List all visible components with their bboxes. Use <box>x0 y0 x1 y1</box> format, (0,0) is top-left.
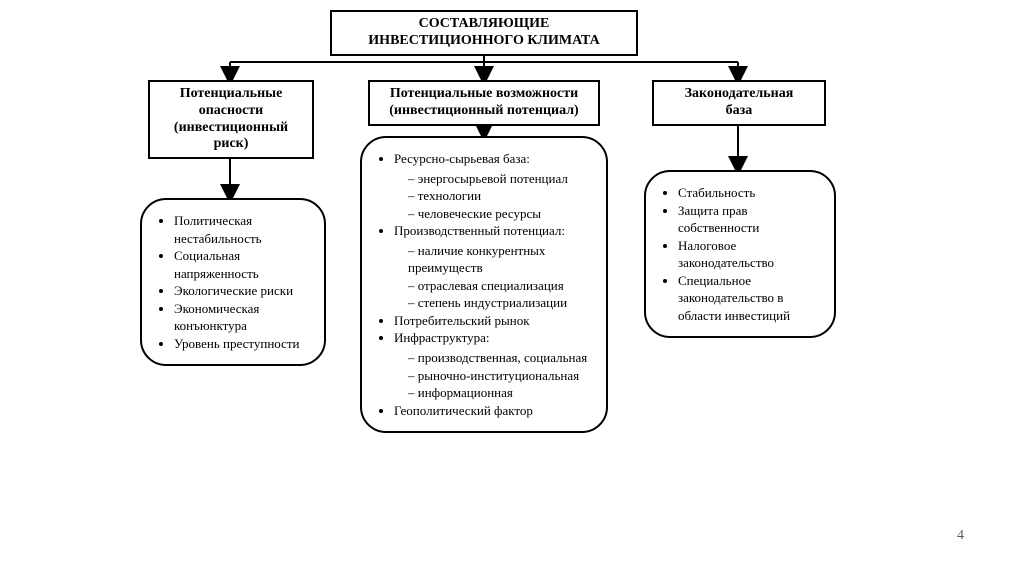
group-head: Инфраструктура: <box>394 330 490 345</box>
list-item: Защита прав собственности <box>678 202 818 237</box>
col3-t2: база <box>726 103 753 118</box>
list-subitem: технологии <box>408 187 590 205</box>
list-subitem: отраслевая специализация <box>408 277 590 295</box>
list-item: Экологические риски <box>174 282 308 300</box>
group-head: Ресурсно-сырьевая база: <box>394 151 530 166</box>
col2-title: Потенциальные возможности (инвестиционны… <box>368 80 600 126</box>
root-line1: СОСТАВЛЯЮЩИЕ <box>419 16 550 31</box>
list-item: Инфраструктура: производственная, социал… <box>394 329 590 401</box>
list-subitem: информационная <box>408 384 590 402</box>
list-item: Экономическая конъюнктура <box>174 300 308 335</box>
list-item: Производственный потенциал: наличие конк… <box>394 222 590 312</box>
list-subitem: наличие конкурентных преимуществ <box>408 242 590 277</box>
col3-title: Законодательная база <box>652 80 826 126</box>
list-subitem: рыночно-институциональная <box>408 367 590 385</box>
diagram-canvas: СОСТАВЛЯЮЩИЕ ИНВЕСТИЦИОННОГО КЛИМАТА Пот… <box>0 0 1024 574</box>
list-subitem: энергосырьевой потенциал <box>408 170 590 188</box>
list-item: Специальное законодательство в области и… <box>678 272 818 325</box>
list-item: Политическая нестабильность <box>174 212 308 247</box>
list-item: Социальная напряженность <box>174 247 308 282</box>
col1-t4: риск) <box>214 136 249 151</box>
root-box: СОСТАВЛЯЮЩИЕ ИНВЕСТИЦИОННОГО КЛИМАТА <box>330 10 638 56</box>
col3-panel: Стабильность Защита прав собственности Н… <box>644 170 836 338</box>
group-head: Геополитический фактор <box>394 403 533 418</box>
list-item: Стабильность <box>678 184 818 202</box>
col3-t1: Законодательная <box>685 86 794 101</box>
col2-panel: Ресурсно-сырьевая база: энергосырьевой п… <box>360 136 608 433</box>
group-head: Потребительский рынок <box>394 313 530 328</box>
col1-t3: (инвестиционный <box>174 120 288 135</box>
col1-t1: Потенциальные <box>180 86 283 101</box>
col1-title: Потенциальные опасности (инвестиционный … <box>148 80 314 159</box>
root-line2: ИНВЕСТИЦИОННОГО КЛИМАТА <box>368 33 599 48</box>
list-item: Ресурсно-сырьевая база: энергосырьевой п… <box>394 150 590 222</box>
list-subitem: человеческие ресурсы <box>408 205 590 223</box>
list-item: Уровень преступности <box>174 335 308 353</box>
list-subitem: производственная, социальная <box>408 349 590 367</box>
col1-panel: Политическая нестабильность Социальная н… <box>140 198 326 366</box>
list-item: Геополитический фактор <box>394 402 590 420</box>
col2-t2: (инвестиционный потенциал) <box>389 103 578 118</box>
col1-t2: опасности <box>199 103 264 118</box>
col2-t1: Потенциальные возможности <box>390 86 578 101</box>
group-head: Производственный потенциал: <box>394 223 565 238</box>
list-item: Налоговое законодательство <box>678 237 818 272</box>
page-number: 4 <box>957 528 964 544</box>
list-item: Потребительский рынок <box>394 312 590 330</box>
list-subitem: степень индустриализации <box>408 294 590 312</box>
